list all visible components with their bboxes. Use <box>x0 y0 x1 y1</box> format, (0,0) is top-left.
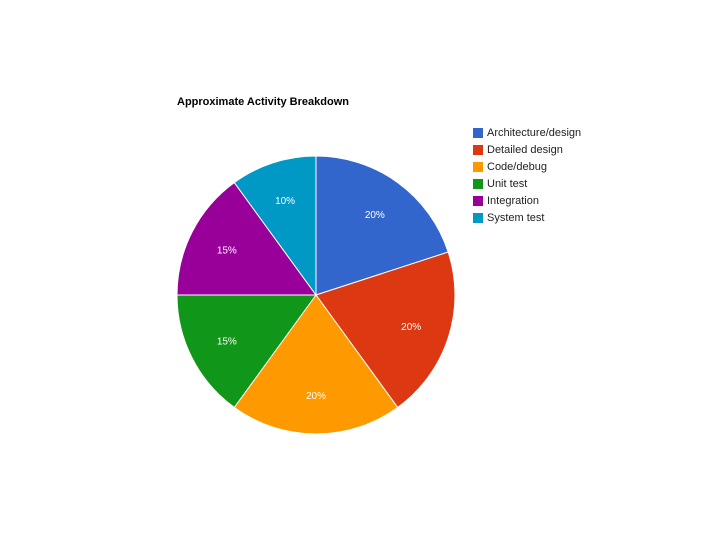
slice-label-2: 20% <box>306 391 326 402</box>
pie-slice-2 <box>233 294 399 435</box>
legend-label-1: Detailed design <box>487 143 563 156</box>
legend-label-3: Unit test <box>487 177 528 190</box>
legend-swatch-2 <box>473 161 483 172</box>
legend-item-0: Architecture/design <box>473 124 581 141</box>
pie-slice-3 <box>176 294 317 409</box>
slice-label-1: 20% <box>401 322 421 333</box>
legend-label-4: Integration <box>487 194 539 207</box>
slice-label-4: 15% <box>217 246 237 257</box>
pie-slice-5 <box>233 155 317 297</box>
legend-swatch-5 <box>473 212 483 223</box>
legend-item-3: Unit test <box>473 175 581 192</box>
legend-label-0: Architecture/design <box>487 126 582 139</box>
legend-swatch-1 <box>473 144 483 155</box>
slice-label-5: 10% <box>275 196 295 207</box>
legend-item-2: Code/debug <box>473 158 581 175</box>
legend-item-5: System test <box>473 209 581 226</box>
legend-swatch-4 <box>473 195 483 206</box>
slice-label-3: 15% <box>217 336 237 347</box>
legend-item-4: Integration <box>473 192 581 209</box>
pie-slice-0 <box>315 155 449 296</box>
chart-legend: Architecture/design Detailed design Code/d… <box>473 124 581 226</box>
slice-label-0: 20% <box>365 210 385 221</box>
legend-swatch-3 <box>473 178 483 189</box>
pie-slice-1 <box>315 251 456 409</box>
chart-title: Approximate Activity Breakdown <box>177 96 349 108</box>
pie-slice-4 <box>176 181 317 296</box>
legend-label-5: System test <box>487 211 545 224</box>
legend-item-1: Detailed design <box>473 141 581 158</box>
legend-label-2: Code/debug <box>487 160 547 173</box>
legend-swatch-0 <box>473 127 483 138</box>
